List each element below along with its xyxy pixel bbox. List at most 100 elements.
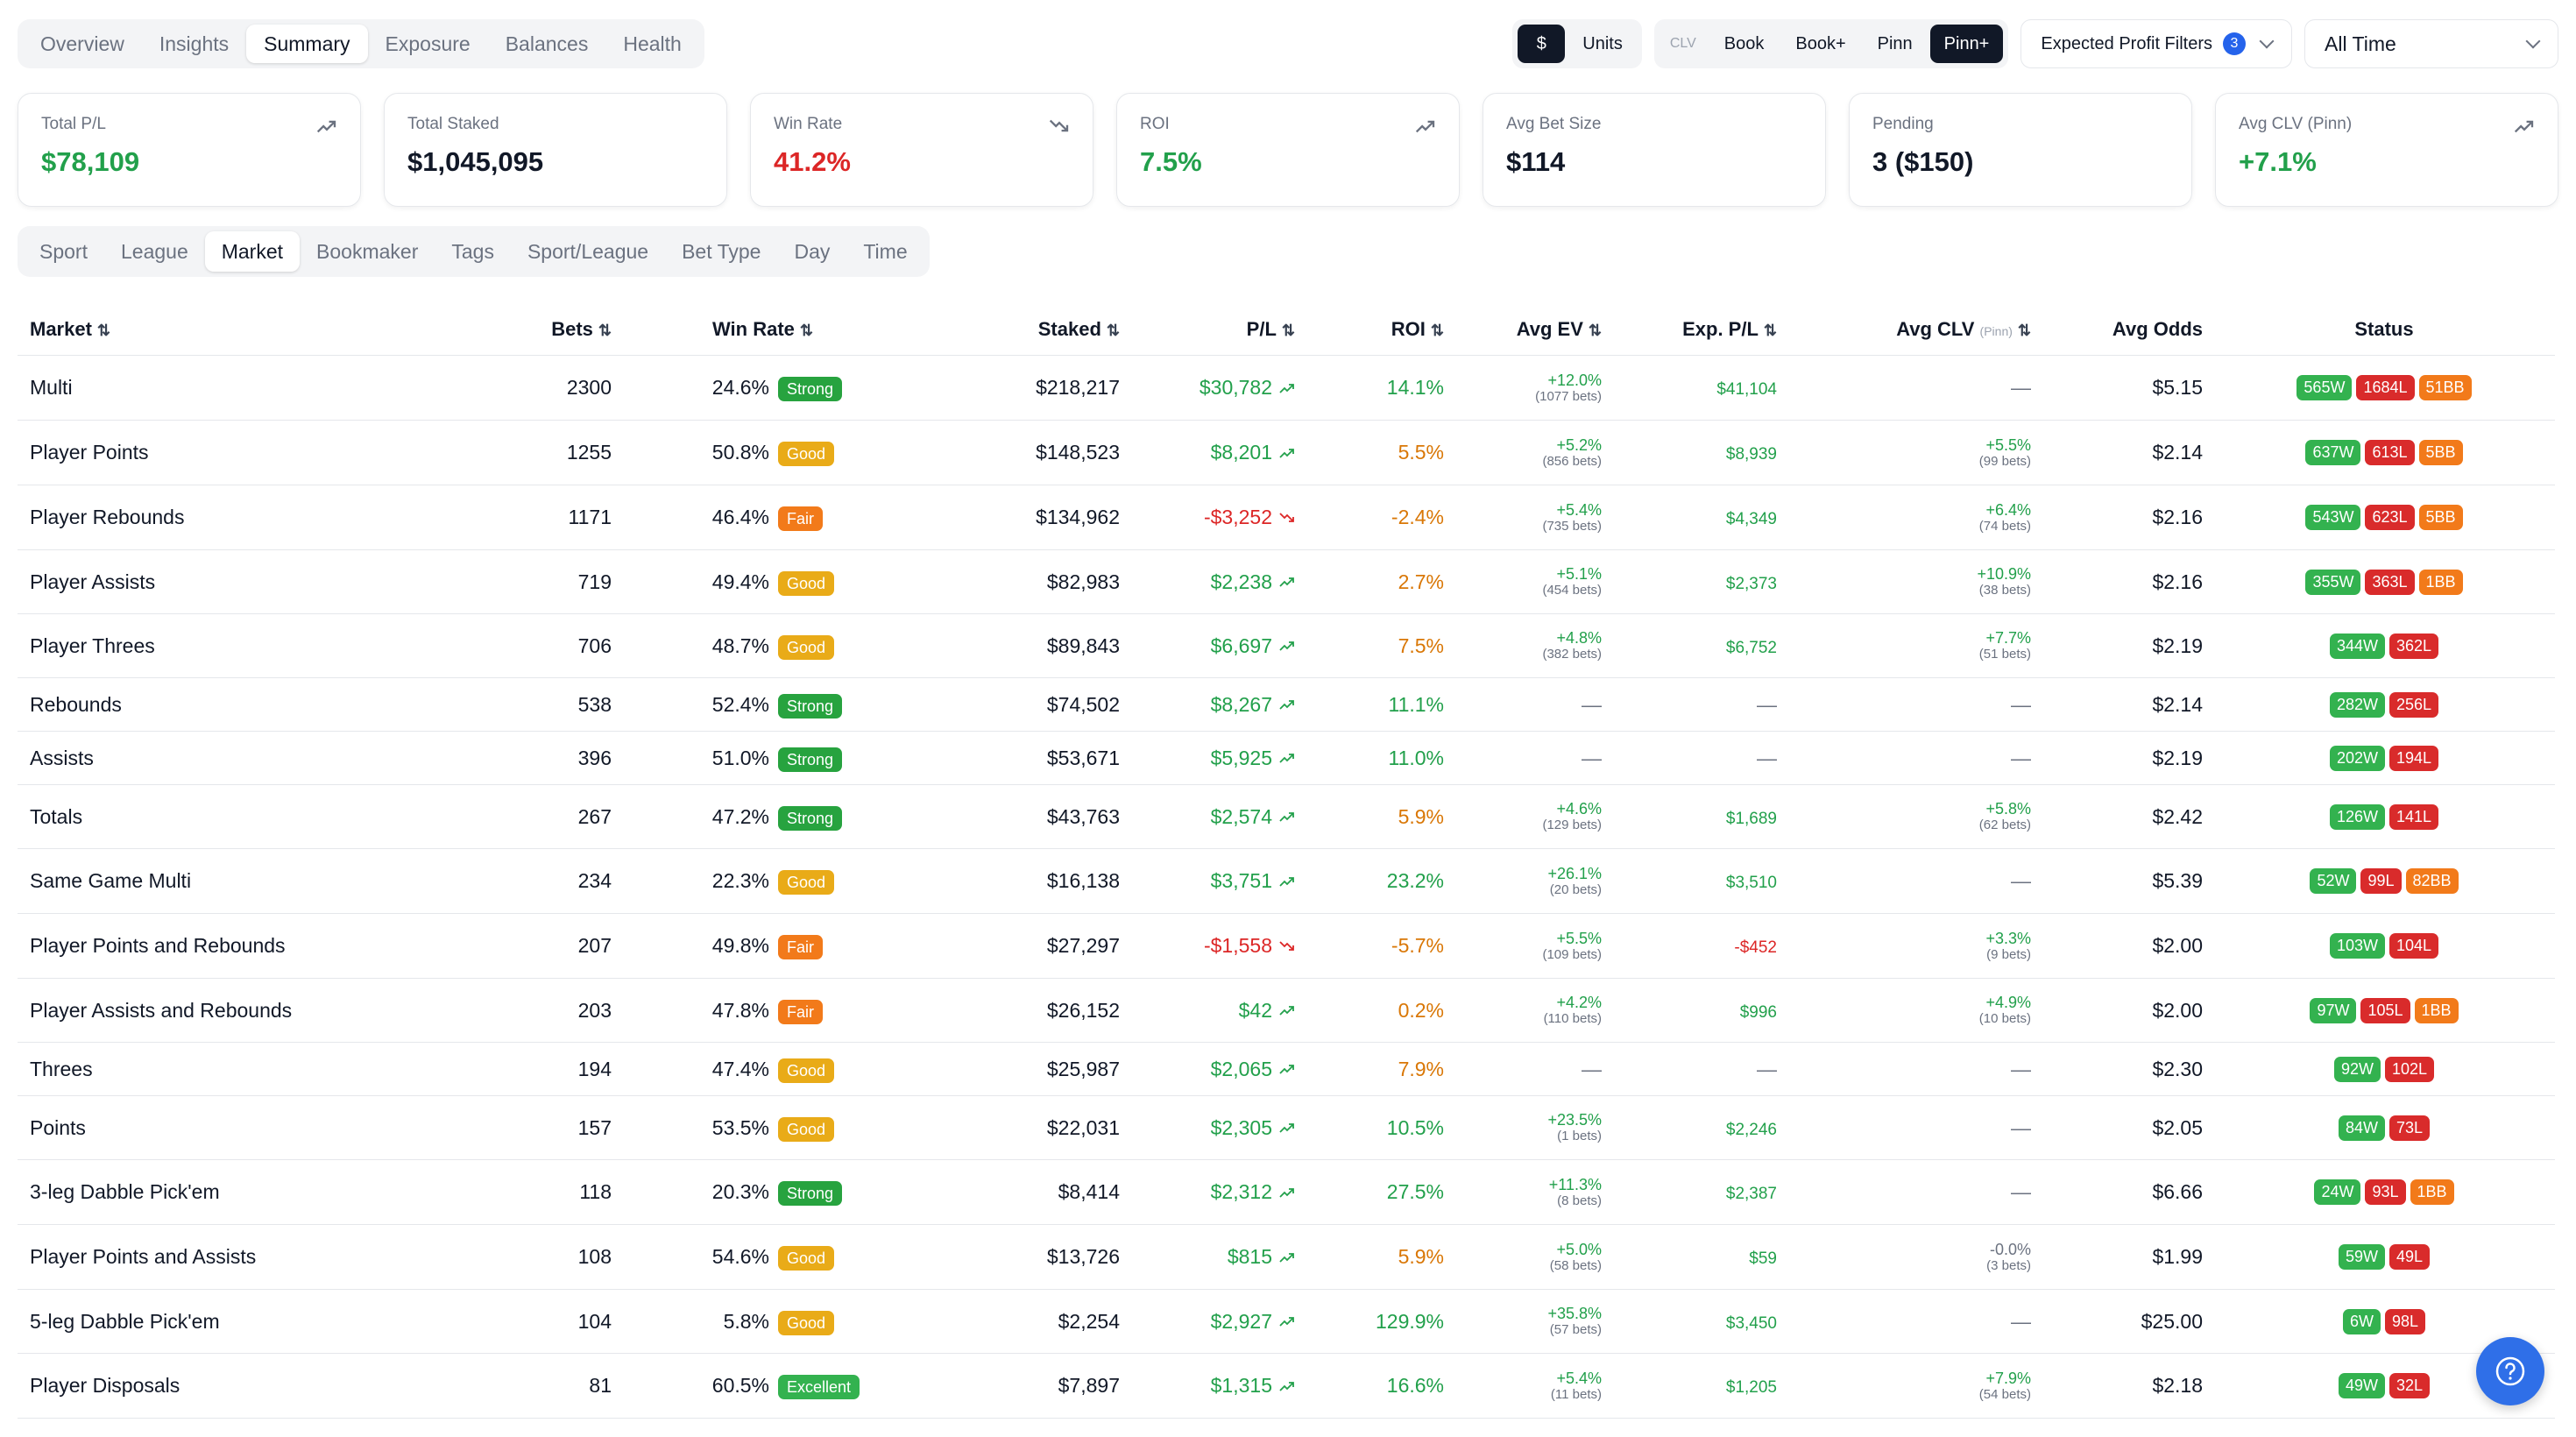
tab-overview[interactable]: Overview [40,32,124,55]
win-rate-value: 51.0% [711,746,769,769]
units-mode-button[interactable]: Units [1582,33,1623,53]
avg-odds-value: $2.19 [2152,746,2203,769]
losses-badge: 613L [2365,440,2415,465]
table-row[interactable]: Rebounds 538 52.4% Strong $74,502 $8,267 11.1%… [18,678,2555,732]
tab-health[interactable]: Health [623,32,682,55]
group-tab-day[interactable]: Day [794,239,831,263]
win-rate-value: 49.8% [711,934,769,957]
table-row[interactable]: Threes 194 47.4% Good $25,987 $2,065 7.9% — — — $2… [18,1043,2555,1096]
group-tab-tags[interactable]: Tags [451,239,494,263]
empty-dash: — [2011,376,2031,399]
table-row[interactable]: Totals 267 47.2% Strong $43,763 $2,574 5.9% +4.… [18,785,2555,849]
pl-value: $5,925 [1210,746,1272,769]
staked-amount: $8,414 [1058,1180,1120,1203]
table-row[interactable]: Player Assists and Rebounds 203 47.8% Fair $… [18,979,2555,1043]
win-rate-value: 48.7% [711,634,769,657]
table-row[interactable]: Points 157 53.5% Good $22,031 $2,305 10.5% +23.… [18,1096,2555,1160]
col-pl[interactable]: P/L ⇅ [1246,317,1295,340]
exp-pl-value: $2,387 [1725,1185,1777,1203]
col-win-rate[interactable]: Win Rate ⇅ [711,317,813,340]
table-row[interactable]: Player Rebounds 1171 46.4% Fair $134,962 -$3,… [18,485,2555,550]
clv-option-book-plus[interactable]: Book+ [1795,33,1846,53]
table-row[interactable]: Player Disposals 81 60.5% Excellent $7,897 $1… [18,1354,2555,1419]
losses-badge: 98L [2384,1308,2426,1334]
tab-exposure[interactable]: Exposure [385,32,471,55]
win-rate-value: 47.4% [711,1057,769,1080]
wins-badge: 92W [2333,1056,2381,1082]
bets-count: 234 [577,869,612,892]
trend-up-icon [1279,754,1294,763]
avg-clv-cell: — [1787,1310,2042,1334]
filters-label: Expected Profit Filters [2041,33,2212,53]
top-controls: $ Units CLV Book Book+ Pinn Pinn+ Expected … [1512,19,2558,68]
staked-amount: $148,523 [1036,441,1120,464]
pl-cell: $3,751 [1130,869,1306,893]
group-tab-bet-type[interactable]: Bet Type [682,239,761,263]
losses-badge: 99L [2360,868,2402,894]
trend-up-icon [1279,1252,1294,1263]
tab-insights[interactable]: Insights [159,32,230,55]
pl-cell: $2,927 [1130,1310,1306,1334]
group-tab-sport-league[interactable]: Sport/League [527,239,649,263]
bets-count: 118 [579,1180,612,1203]
market-name: Same Game Multi [30,869,192,892]
avg-ev-bets: (110 bets) [1543,1011,1602,1026]
table-row[interactable]: 3-leg Dabble Pick'em 118 20.3% Strong $8,414… [18,1160,2555,1225]
group-tab-league[interactable]: League [120,239,188,263]
wins-badge: 282W [2329,691,2385,718]
pl-cell: $2,238 [1130,570,1306,594]
group-tab-bookmaker[interactable]: Bookmaker [316,239,419,263]
col-staked[interactable]: Staked ⇅ [1037,317,1120,340]
currency-mode-button[interactable]: $ [1518,25,1566,63]
expected-profit-filters-button[interactable]: Expected Profit Filters 3 [2020,19,2292,68]
pl-value: $30,782 [1199,376,1272,399]
table-row[interactable]: Player Points and Rebounds 207 49.8% Fair $2… [18,914,2555,979]
bonus-bets-badge: 1BB [2418,569,2463,595]
group-tab-sport[interactable]: Sport [39,239,88,263]
table-row[interactable]: Player Points 1255 50.8% Good $148,523 $8,201… [18,421,2555,485]
table-row[interactable]: 5-leg Dabble Pick'em 104 5.8% Good $2,254 $2,… [18,1290,2555,1354]
win-rate-value: 20.3% [711,1180,769,1203]
roi-value: 16.6% [1386,1374,1444,1397]
tab-balances[interactable]: Balances [505,32,589,55]
roi-value: 129.9% [1375,1309,1444,1333]
help-button[interactable] [2476,1337,2544,1405]
col-bets[interactable]: Bets ⇅ [551,317,612,340]
group-tab-time[interactable]: Time [863,239,908,263]
table-row[interactable]: Same Game Multi 234 22.3% Good $16,138 $3,751… [18,849,2555,914]
col-avg-clv[interactable]: Avg CLV (Pinn) ⇅ [1896,317,2031,340]
avg-odds-value: $2.05 [2152,1115,2203,1139]
exp-pl-cell: -$452 [1612,934,1787,958]
pl-cell: $30,782 [1130,376,1306,400]
avg-clv-cell: +7.9% (54 bets) [1787,1370,2042,1403]
win-rate-cell: 48.7% Good [622,634,876,660]
avg-ev-value: +12.0% [1547,371,1602,389]
group-tab-market[interactable]: Market [204,231,301,272]
rating-wrap: Good [778,441,866,466]
tab-summary[interactable]: Summary [246,25,368,63]
avg-ev-cell: — [1454,1058,1612,1081]
table-row[interactable]: Multi 2300 24.6% Strong $218,217 $30,782 14.1%… [18,356,2555,421]
col-roi[interactable]: ROI ⇅ [1391,317,1444,340]
clv-option-pinn-plus[interactable]: Pinn+ [1929,25,2004,63]
col-exp-pl[interactable]: Exp. P/L ⇅ [1682,317,1777,340]
stat-card-label: Pending [1872,115,1934,133]
clv-option-book[interactable]: Book [1723,33,1765,53]
avg-ev-bets: (57 bets) [1549,1322,1602,1337]
col-avg-ev[interactable]: Avg EV ⇅ [1516,317,1602,340]
table-row[interactable]: Assists 396 51.0% Strong $53,671 $5,925 11.0% —… [18,732,2555,785]
market-name: Player Rebounds [30,506,185,528]
time-range-select[interactable]: All Time [2304,19,2558,68]
win-rate-rating-badge: Good [778,634,835,660]
status-badges: 103W 104L [2213,933,2555,959]
roi-value: 0.2% [1398,998,1444,1022]
exp-pl-value: $996 [1739,1002,1777,1022]
win-rate-cell: 24.6% Strong [622,376,876,401]
table-row[interactable]: Player Points and Assists 108 54.6% Good $13… [18,1225,2555,1290]
stat-card-label: ROI [1140,115,1170,133]
col-market[interactable]: Market ⇅ [30,317,111,340]
table-row[interactable]: Player Assists 719 49.4% Good $82,983 $2,238 2… [18,550,2555,614]
sort-icon: ⇅ [96,321,111,339]
table-row[interactable]: Player Threes 706 48.7% Good $89,843 $6,697 7.… [18,614,2555,678]
clv-option-pinn[interactable]: Pinn [1877,33,1913,53]
